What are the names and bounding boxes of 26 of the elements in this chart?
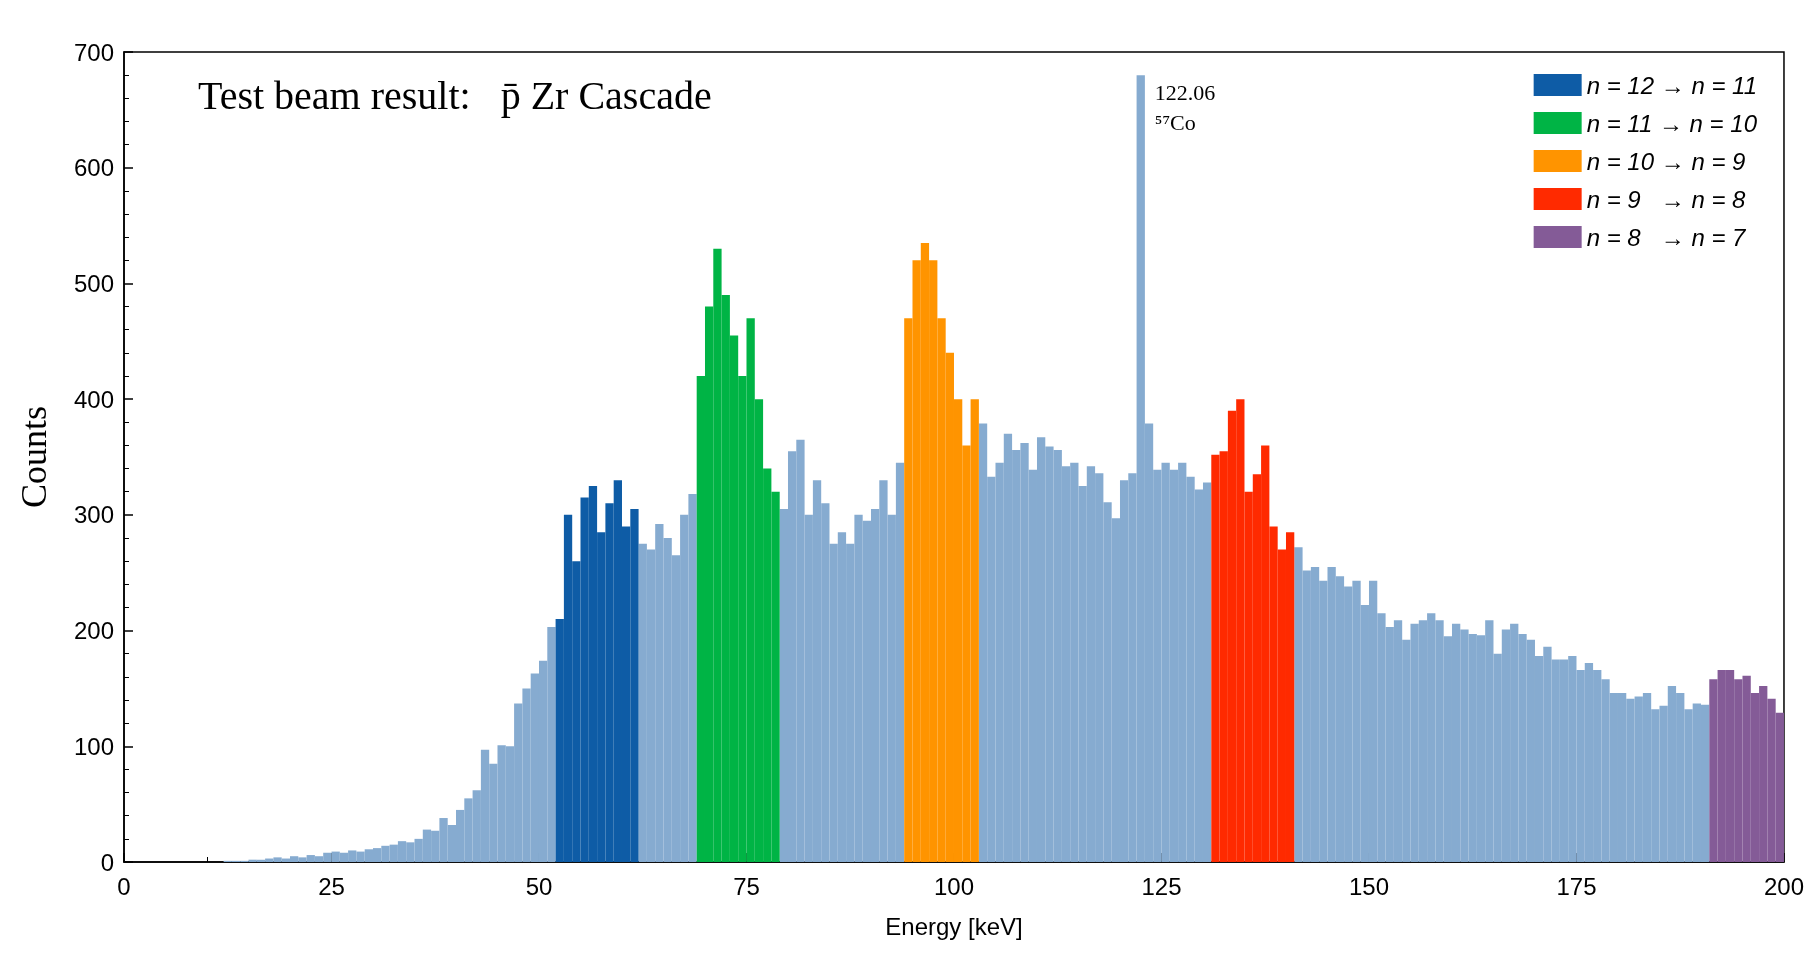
legend-label: n = 8 → n = 7 <box>1586 223 1748 251</box>
x-tick-label: 0 <box>117 872 131 900</box>
y-tick-label: 100 <box>73 732 114 760</box>
y-tick-label: 300 <box>73 501 114 529</box>
legend-label: n = 12 → n = 11 <box>1586 71 1757 99</box>
x-tick-label: 125 <box>1141 872 1182 900</box>
annotation: 122.06 ⁵⁷Co <box>1154 79 1216 135</box>
y-tick-label: 0 <box>100 848 114 876</box>
text: Test beam result: p̄ Zr Cascade <box>198 72 712 118</box>
x-axis-title: Energy [keV] <box>885 912 1023 940</box>
y-tick-label: 400 <box>73 385 114 413</box>
y-axis-title: Counts <box>14 405 54 509</box>
x-tick-label: 75 <box>733 872 760 900</box>
y-tick-label: 700 <box>73 38 114 66</box>
legend-label: n = 9 → n = 8 <box>1586 185 1747 213</box>
x-tick-label: 50 <box>525 872 553 900</box>
x-tick-label: 175 <box>1556 872 1597 900</box>
legend-label: n = 10 → n = 9 <box>1586 147 1746 175</box>
x-tick-label: 200 <box>1763 872 1804 900</box>
y-tick-label: 200 <box>73 617 114 645</box>
y-tick-label: 600 <box>73 154 114 182</box>
y-tick-label: 500 <box>73 269 114 297</box>
x-tick-label: 100 <box>933 872 975 900</box>
legend-label: n = 11 → n = 10 <box>1586 109 1758 137</box>
x-tick-label: 25 <box>318 872 345 900</box>
x-tick-label: 150 <box>1348 872 1390 900</box>
